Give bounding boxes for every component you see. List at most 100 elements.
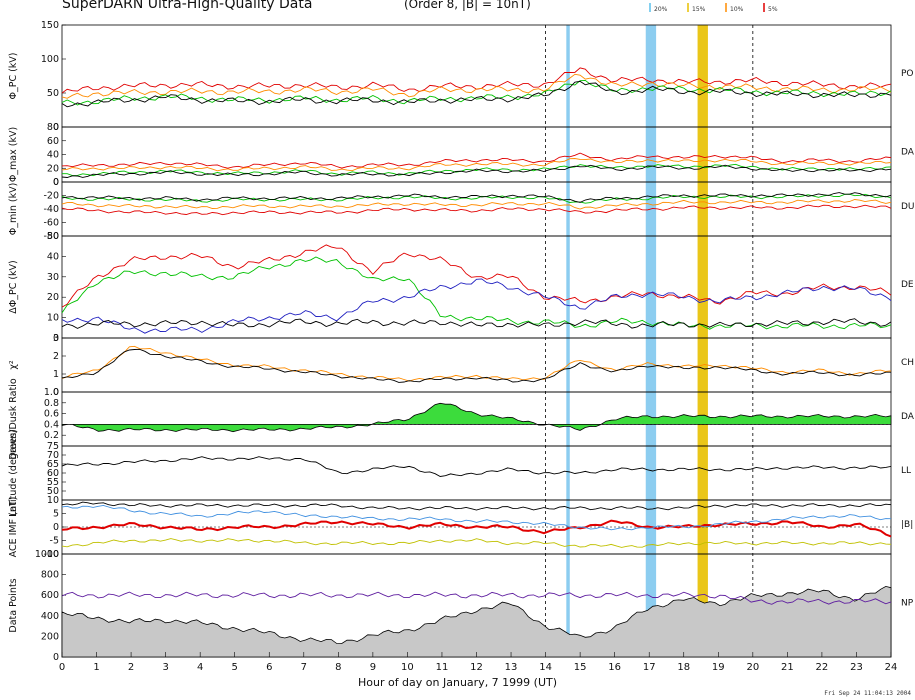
panel-5-ytick-label: 1.0: [44, 387, 59, 398]
x-axis-label: Hour of day on January, 7 1999 (UT): [357, 676, 558, 689]
panel-4-ytick-label: 1: [53, 369, 59, 380]
panel-1-right-label: DA: [901, 148, 915, 158]
panel-3-right-label: DE: [901, 280, 914, 290]
panel-8-series-1: [61, 591, 892, 605]
panel-frame-1: [61, 126, 892, 183]
panel-5-ytick-label: 0.2: [44, 430, 59, 441]
panel-6-ytick-label: 50: [47, 486, 59, 497]
panel-frame-4: [61, 337, 892, 393]
panel-4-right-label: CH: [901, 358, 914, 368]
panel-1-ylabel: Φ_max (kV): [8, 127, 19, 182]
panel-4-series-1: [61, 348, 891, 383]
panel-3-ytick-label: 0: [53, 333, 59, 344]
panel-3-ytick-label: 30: [47, 272, 59, 283]
panel-7-ylabel: ACE IMF (nT): [8, 497, 19, 558]
xtick-label: 2: [128, 662, 134, 673]
xtick-label: 5: [232, 662, 238, 673]
panel-7-right-label: |B|: [901, 520, 913, 530]
xtick-label: 11: [436, 662, 449, 673]
panel-2-ytick-label: -20: [43, 191, 59, 202]
panel-8-ytick-label: 200: [41, 631, 59, 642]
panel-5-ytick-label: 0.6: [44, 409, 59, 420]
xtick-label: 13: [505, 662, 518, 673]
panel-7-series-0: [61, 501, 892, 511]
panel-0-ytick-label: 0: [53, 122, 59, 133]
panel-2-ytick-label: -40: [43, 204, 59, 215]
panel-8-ytick-label: 600: [41, 590, 59, 601]
panel-6-ytick-label: 75: [47, 441, 59, 452]
panel-1-ytick-label: 80: [47, 122, 59, 133]
panel-1-ytick-label: 20: [47, 163, 59, 174]
chart-subtitle: (Order 8, |B| = 10nT): [404, 0, 531, 11]
panel-3-series-3: [61, 318, 892, 329]
xtick-label: 19: [712, 662, 725, 673]
panel-frame-3: [61, 235, 892, 339]
panel-2-ytick-label: -80: [43, 231, 59, 242]
xtick-label: 17: [643, 662, 656, 673]
xtick-label: 18: [677, 662, 690, 673]
panel-8-ytick-label: 400: [41, 611, 59, 622]
panel-0-ytick-label: 50: [47, 88, 59, 99]
panel-6-ytick-label: 55: [47, 477, 59, 488]
panel-0-series-2: [61, 79, 892, 106]
panel-0-ytick-label: 100: [41, 54, 59, 65]
xtick-label: 20: [746, 662, 759, 673]
panel-1-series-3: [61, 164, 892, 178]
panel-3-series-1: [61, 256, 892, 330]
xtick-label: 12: [470, 662, 483, 673]
panel-3-series-0: [61, 244, 892, 308]
legend-label-0: 20%: [654, 6, 668, 13]
xtick-label: 6: [266, 662, 272, 673]
panel-0-series-1: [61, 73, 892, 99]
panel-3-series-2: [61, 278, 892, 334]
panel-1-series-1: [61, 158, 892, 172]
legend-label-2: 10%: [730, 6, 744, 13]
dawn-dusk-ratio-area: [61, 402, 892, 433]
data-points-area: [61, 585, 892, 658]
panel-3-ytick-label: 40: [47, 251, 59, 262]
highlight-band-0: [566, 25, 570, 657]
panel-7-series-3: [61, 538, 892, 548]
panel-frame-2: [61, 181, 892, 237]
panel-3-ytick-label: 20: [47, 292, 59, 303]
panel-6-ytick-label: 65: [47, 459, 59, 470]
panel-1-series-2: [62, 163, 892, 177]
panel-3-ytick-label: 10: [47, 313, 59, 324]
panel-2-right-label: DU: [901, 202, 915, 212]
xtick-label: 22: [816, 662, 829, 673]
panel-6-ylabel: Latitude (degrees): [8, 429, 19, 517]
xtick-label: 24: [885, 662, 898, 673]
panel-1-series-0: [61, 152, 892, 169]
highlight-band-2: [697, 25, 708, 657]
panel-3-ylabel: ΔΦ_PC (kV): [8, 260, 19, 314]
legend-label-1: 15%: [692, 6, 706, 13]
panel-4-ylabel: χ²: [8, 360, 19, 369]
panel-5-ytick-label: 0.4: [44, 419, 59, 430]
panel-0-ylabel: Φ_PC (kV): [8, 52, 19, 99]
panel-1-ytick-label: 60: [47, 136, 59, 147]
panel-7-ytick-label: 0: [53, 522, 59, 533]
panel-7-ytick-label: -10: [43, 549, 59, 560]
panel-4-ytick-label: 3: [53, 333, 59, 344]
xtick-label: 1: [93, 662, 99, 673]
panel-7-ytick-label: 5: [53, 509, 59, 520]
xtick-label: 7: [301, 662, 307, 673]
panel-frame-0: [61, 24, 892, 128]
panel-2-series-0: [61, 204, 892, 216]
panel-2-series-3: [61, 192, 892, 203]
xtick-label: 4: [197, 662, 203, 673]
panel-0-ytick-label: 150: [41, 20, 59, 31]
panel-2-series-1: [61, 199, 892, 210]
panel-2-ytick-label: -60: [43, 218, 59, 229]
panel-2-ylabel: Φ_min (kV): [8, 183, 19, 236]
panel-6-series-0: [61, 456, 892, 477]
highlight-band-1: [645, 25, 657, 657]
panel-1-ytick-label: 0: [53, 177, 59, 188]
xtick-label: 23: [850, 662, 863, 673]
xtick-label: 8: [335, 662, 341, 673]
panel-8-ylabel: Data Points: [8, 578, 19, 632]
panel-6-right-label: LL: [901, 466, 911, 476]
panel-3-ytick-label: 50: [47, 231, 59, 242]
panel-5-ytick-label: 0.8: [44, 398, 59, 409]
